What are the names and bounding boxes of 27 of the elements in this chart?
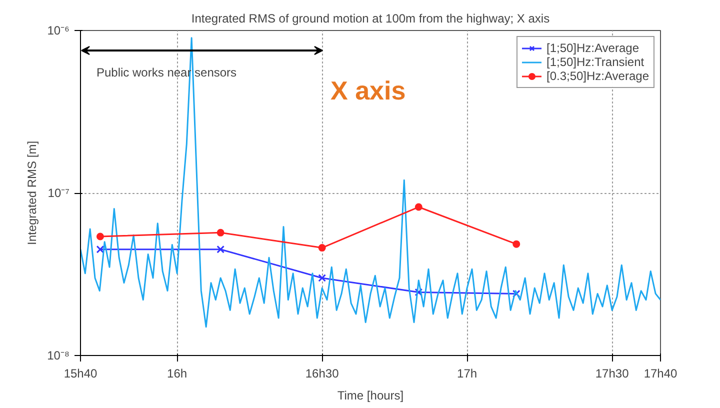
- point: [216, 228, 224, 236]
- x-tick-label: 16h: [167, 366, 188, 380]
- x-tick-label: 15h40: [64, 366, 98, 380]
- point: [512, 240, 520, 248]
- line-series: [80, 37, 660, 328]
- x-tick-label: 17h40: [644, 366, 678, 380]
- point: [96, 232, 104, 240]
- x-tick-label: 16h30: [305, 366, 340, 380]
- point: [414, 203, 422, 211]
- legend-label: [0.3;50]Hz:Average: [546, 69, 649, 83]
- chart-title: Integrated RMS of ground motion at 100m from the highway; X axis: [191, 12, 550, 26]
- point: [318, 274, 326, 282]
- point: [216, 245, 224, 254]
- legend-label: [1;50]Hz:Average: [546, 41, 639, 55]
- y-tick-label: 10⁻⁶: [47, 24, 70, 38]
- x-tick-label: 17h30: [595, 366, 630, 380]
- annotation: X axis: [330, 76, 406, 106]
- y-axis-title: Integrated RMS [m]: [25, 140, 40, 246]
- x-axis-title: Time [hours]: [337, 388, 404, 402]
- point: [414, 288, 423, 296]
- point: [318, 244, 326, 252]
- point: [96, 245, 104, 254]
- y-tick-label: 10⁻⁸: [47, 348, 70, 362]
- y-tick-label: 10⁻⁷: [48, 186, 70, 200]
- legend-label: [1;50]Hz:Transient: [546, 55, 644, 69]
- point: [512, 290, 520, 298]
- x-tick-label: 17h: [457, 366, 478, 380]
